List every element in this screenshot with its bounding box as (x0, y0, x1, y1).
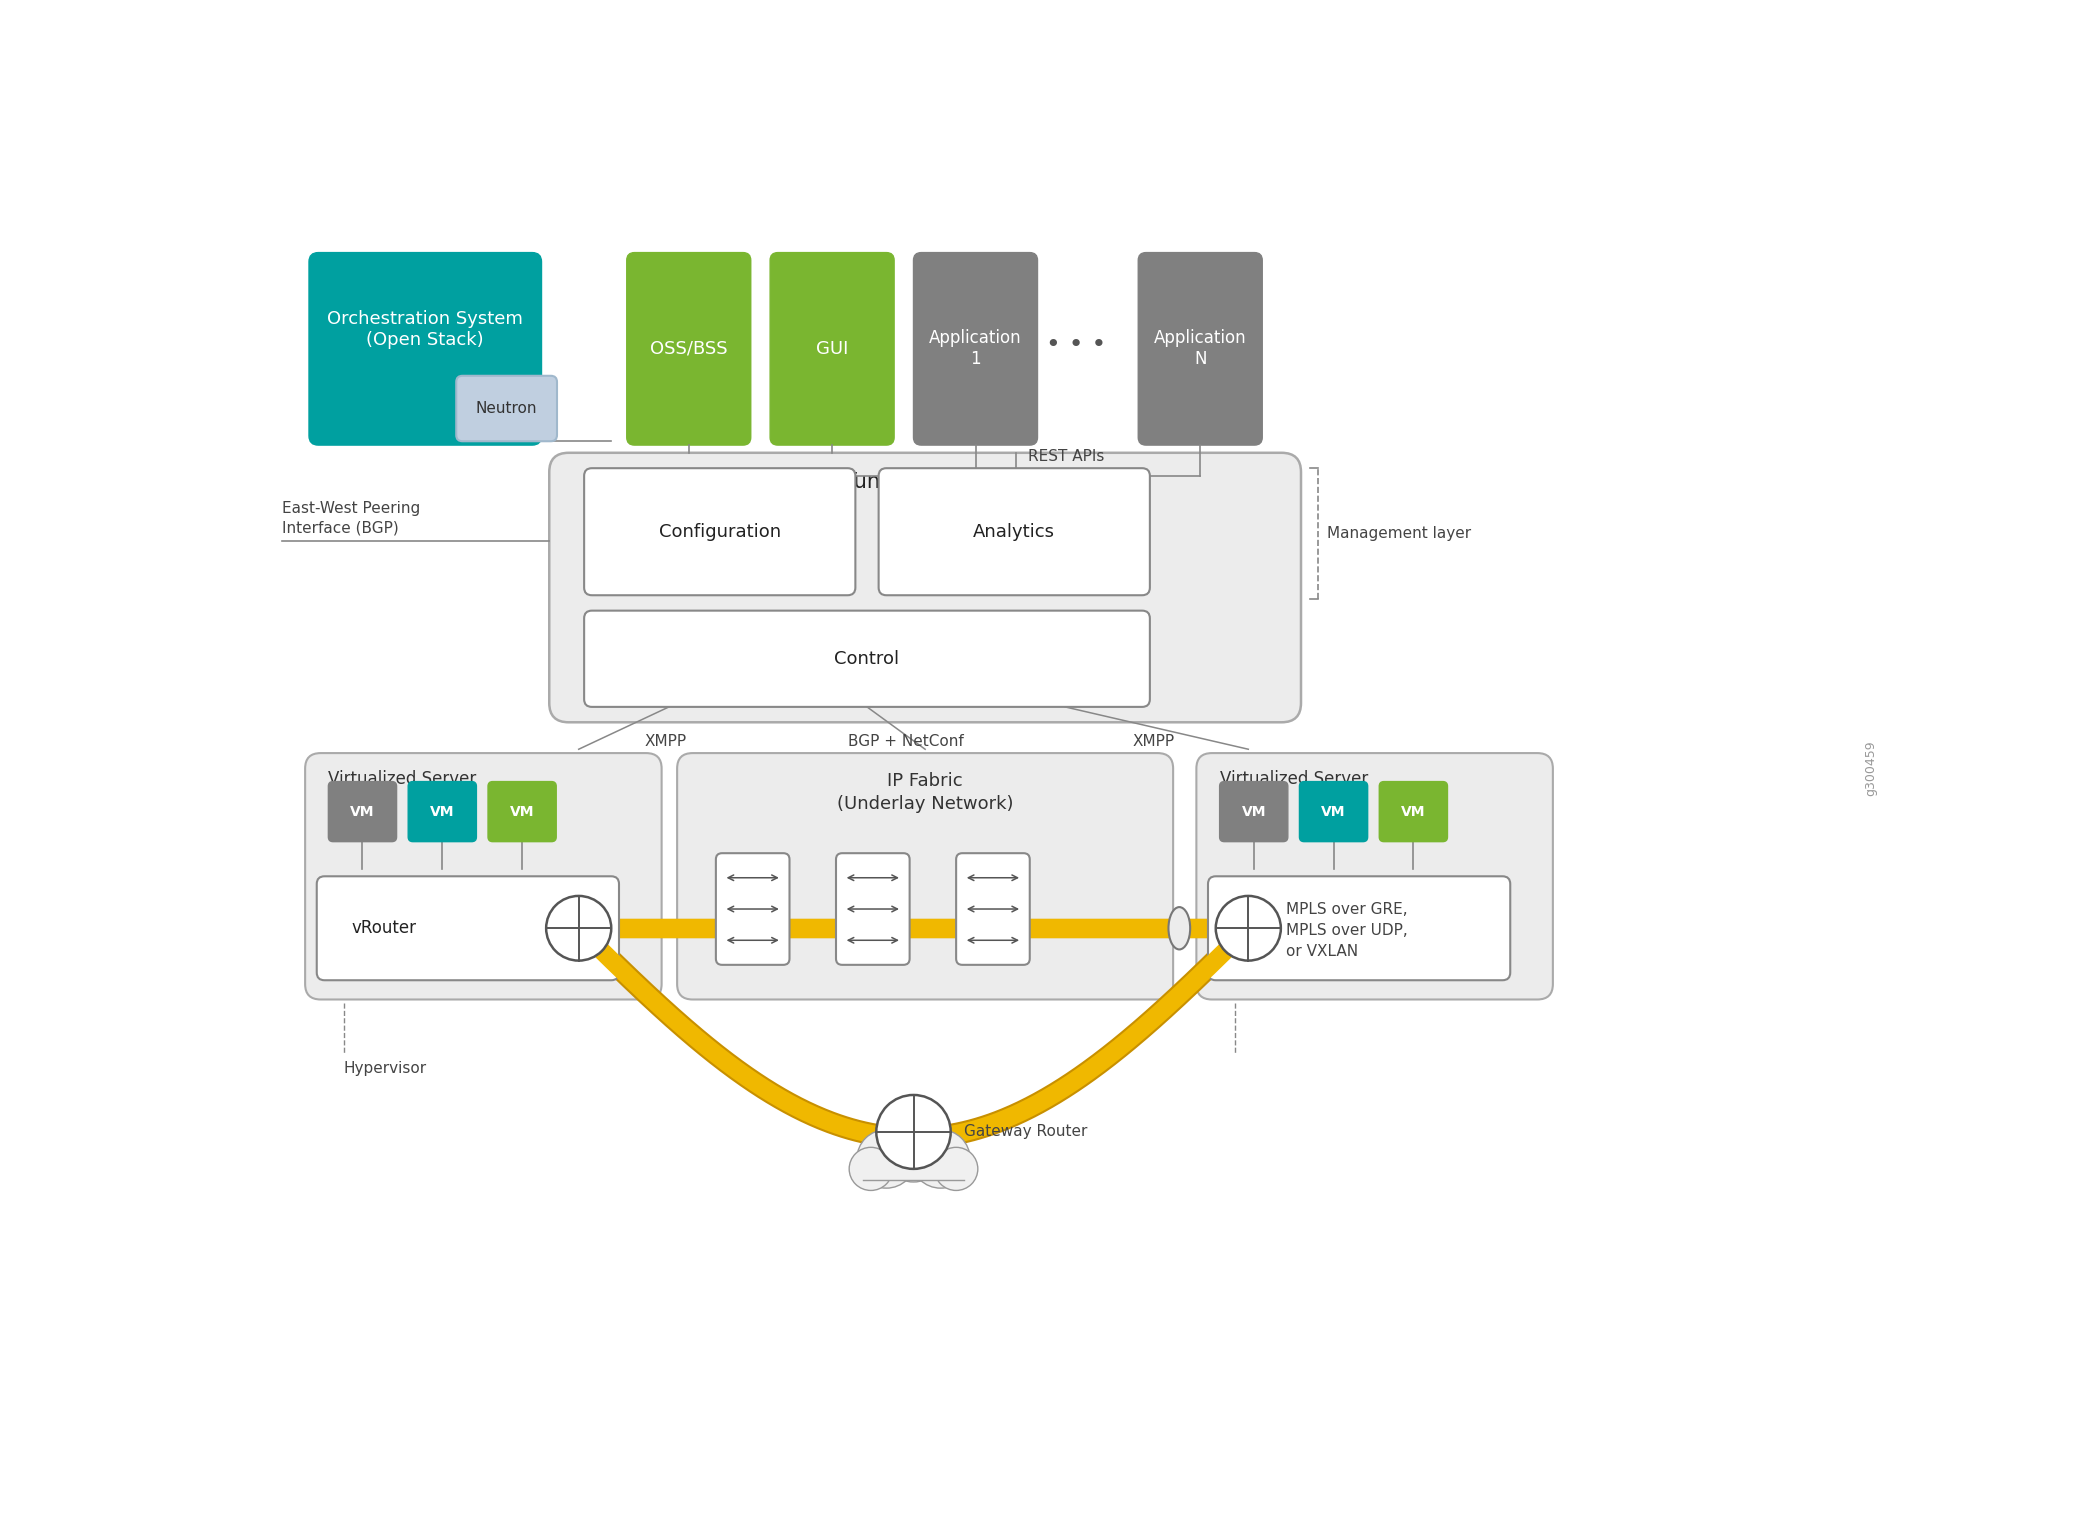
FancyBboxPatch shape (1197, 753, 1552, 999)
Circle shape (882, 1118, 945, 1182)
Circle shape (876, 1095, 951, 1170)
FancyBboxPatch shape (456, 376, 556, 441)
FancyBboxPatch shape (1300, 782, 1367, 841)
Text: VM: VM (1401, 805, 1426, 818)
Circle shape (911, 1130, 970, 1188)
Circle shape (857, 1130, 916, 1188)
FancyBboxPatch shape (550, 453, 1302, 722)
Text: VM: VM (1321, 805, 1346, 818)
FancyBboxPatch shape (914, 252, 1037, 446)
Text: OSS/BSS: OSS/BSS (649, 339, 727, 357)
Text: Control: Control (834, 649, 899, 668)
FancyBboxPatch shape (1380, 782, 1447, 841)
Circle shape (546, 896, 611, 961)
FancyBboxPatch shape (878, 468, 1151, 595)
FancyBboxPatch shape (716, 853, 790, 964)
Circle shape (934, 1147, 979, 1191)
Text: Hypervisor: Hypervisor (344, 1062, 426, 1075)
Text: IP Fabric
(Underlay Network): IP Fabric (Underlay Network) (838, 773, 1014, 812)
Text: Analytics: Analytics (972, 523, 1054, 540)
FancyBboxPatch shape (1220, 782, 1287, 841)
Text: Virtualized Server: Virtualized Server (328, 770, 477, 788)
Text: XMPP: XMPP (1132, 735, 1174, 748)
FancyBboxPatch shape (584, 468, 855, 595)
FancyBboxPatch shape (836, 853, 909, 964)
Text: Neutron: Neutron (477, 402, 538, 417)
Text: VM: VM (430, 805, 454, 818)
Text: BGP + NetConf: BGP + NetConf (848, 735, 964, 748)
FancyBboxPatch shape (304, 753, 662, 999)
Text: VM: VM (510, 805, 533, 818)
Text: vRouter: vRouter (351, 919, 416, 937)
Bar (863, 1153, 964, 1180)
FancyBboxPatch shape (956, 853, 1029, 964)
Text: Orchestration System
(Open Stack): Orchestration System (Open Stack) (328, 310, 523, 348)
Text: VM: VM (1241, 805, 1266, 818)
Text: • • •: • • • (1046, 333, 1107, 357)
Text: Management layer: Management layer (1327, 526, 1472, 541)
FancyBboxPatch shape (676, 753, 1174, 999)
Text: Application
N: Application N (1153, 330, 1247, 368)
Text: REST APIs: REST APIs (1027, 449, 1105, 464)
Text: XMPP: XMPP (645, 735, 687, 748)
FancyBboxPatch shape (1208, 876, 1510, 980)
Text: g300459: g300459 (1865, 741, 1877, 797)
FancyBboxPatch shape (309, 252, 542, 446)
Text: Virtualized Server: Virtualized Server (1220, 770, 1367, 788)
FancyBboxPatch shape (407, 782, 477, 841)
Circle shape (848, 1147, 892, 1191)
Ellipse shape (1168, 907, 1191, 949)
Text: Configuration: Configuration (659, 523, 781, 540)
Text: Tungsten Fabric: Tungsten Fabric (844, 472, 1006, 491)
Text: GUI: GUI (817, 339, 848, 357)
FancyBboxPatch shape (1138, 252, 1262, 446)
FancyBboxPatch shape (328, 782, 397, 841)
Circle shape (1216, 896, 1281, 961)
Text: East-West Peering
Interface (BGP): East-West Peering Interface (BGP) (281, 500, 420, 535)
Text: Application
1: Application 1 (928, 330, 1023, 368)
FancyBboxPatch shape (487, 782, 556, 841)
FancyBboxPatch shape (771, 252, 895, 446)
Text: VM: VM (351, 805, 374, 818)
FancyBboxPatch shape (626, 252, 752, 446)
FancyBboxPatch shape (584, 610, 1151, 707)
Text: MPLS over GRE,
MPLS over UDP,
or VXLAN: MPLS over GRE, MPLS over UDP, or VXLAN (1285, 902, 1407, 958)
Text: Gateway Router: Gateway Router (964, 1124, 1088, 1139)
FancyBboxPatch shape (317, 876, 620, 980)
